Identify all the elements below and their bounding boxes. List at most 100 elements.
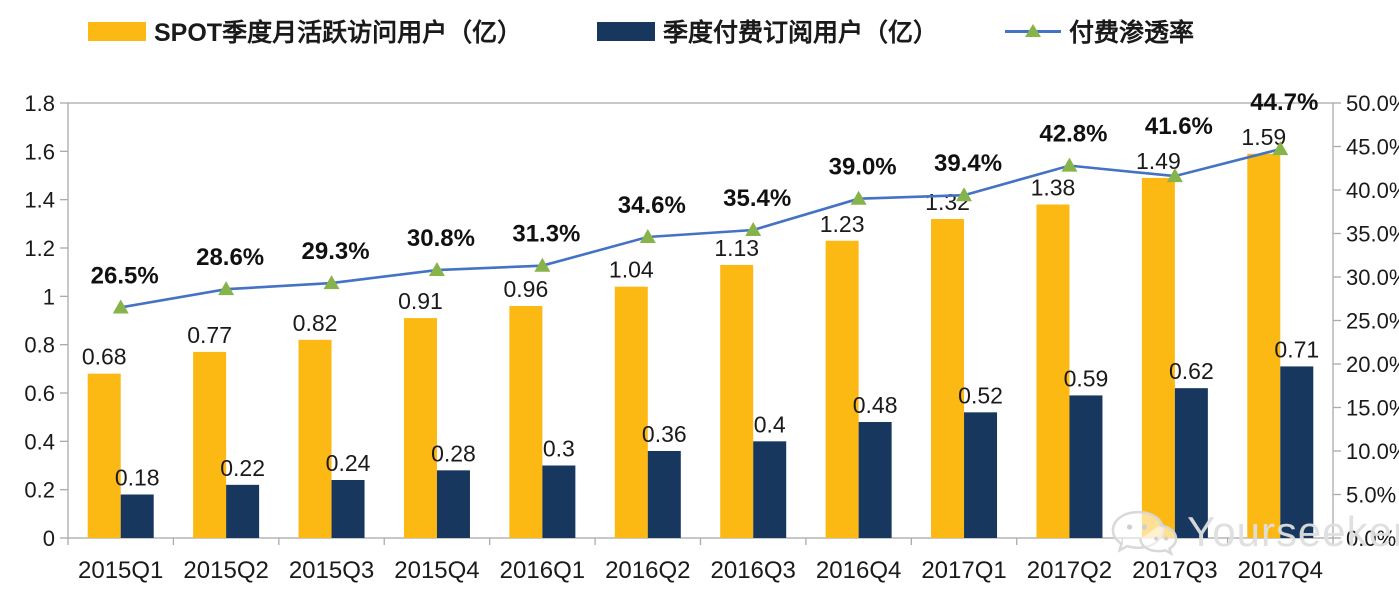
mau-bar [298, 339, 332, 538]
triangle-marker-icon [956, 187, 973, 202]
svg-text:1: 1 [43, 284, 55, 309]
legend-label-penetration: 付费渗透率 [1069, 19, 1195, 47]
legend-triangle-marker-icon [1025, 23, 1041, 37]
svg-text:42.8%: 42.8% [1039, 121, 1107, 148]
x-axis-labels: 2015Q1 2015Q2 2015Q3 2015Q4 2016Q1 2016Q2 2016… [78, 557, 1323, 584]
triangle-marker-icon [745, 222, 762, 237]
left-axis: 0 0.2 0.4 0.6 0.8 1 1.2 1.4 1.6 1.8 [24, 91, 68, 551]
svg-text:2015Q2: 2015Q2 [183, 557, 268, 584]
svg-text:45.0%: 45.0% [1346, 135, 1399, 160]
svg-text:1.23: 1.23 [820, 211, 865, 237]
svg-text:0.68: 0.68 [82, 344, 127, 370]
x-axis-ticks [67, 538, 1334, 545]
paid-bar [542, 465, 576, 538]
svg-text:0.4: 0.4 [754, 411, 786, 437]
mau-bar [87, 373, 121, 538]
mau-bar [509, 306, 543, 538]
svg-text:0.82: 0.82 [293, 310, 338, 336]
svg-text:1.8: 1.8 [24, 91, 55, 116]
svg-text:5.0%: 5.0% [1346, 483, 1396, 508]
svg-text:2016Q1: 2016Q1 [500, 557, 585, 584]
svg-text:0.28: 0.28 [431, 440, 476, 466]
svg-text:34.6%: 34.6% [618, 192, 686, 219]
mau-bar [1141, 177, 1175, 538]
svg-text:0.59: 0.59 [1064, 365, 1109, 391]
svg-text:26.5%: 26.5% [91, 262, 159, 289]
svg-text:2017Q3: 2017Q3 [1132, 557, 1217, 584]
svg-text:0.8: 0.8 [24, 333, 55, 358]
paid-bar [753, 441, 787, 538]
svg-text:39.4%: 39.4% [934, 150, 1002, 177]
triangle-marker-icon [534, 257, 551, 272]
mau-bar [825, 240, 859, 538]
svg-text:35.4%: 35.4% [723, 185, 791, 212]
svg-text:0.71: 0.71 [1274, 336, 1319, 362]
legend-label-mau: SPOT季度月活跃访问用户（亿） [154, 19, 523, 47]
triangle-marker-icon [112, 299, 129, 314]
mau-bar [403, 318, 437, 538]
legend-item-paid: 季度付费订阅用户（亿） [597, 14, 938, 48]
svg-text:0.0%: 0.0% [1346, 526, 1396, 551]
paid-bar [858, 422, 892, 538]
paid-bar [226, 484, 260, 538]
paid-bar [647, 451, 681, 538]
svg-text:2015Q4: 2015Q4 [394, 557, 479, 584]
triangle-marker-icon [850, 190, 867, 205]
paid-bar [1174, 388, 1208, 538]
paid-bar [1280, 366, 1314, 538]
svg-text:2015Q3: 2015Q3 [289, 557, 374, 584]
paid-bar [1069, 395, 1103, 538]
legend-item-mau: SPOT季度月活跃访问用户（亿） [88, 14, 522, 48]
right-axis: 0.0% 5.0% 10.0% 15.0% 20.0% 25.0% 30.0% 35.0% 40… [1333, 91, 1399, 551]
triangle-marker-icon [218, 281, 235, 296]
svg-text:20.0%: 20.0% [1346, 352, 1399, 377]
svg-text:1.38: 1.38 [1031, 175, 1076, 201]
svg-text:0: 0 [43, 526, 55, 551]
svg-text:44.7%: 44.7% [1250, 89, 1318, 116]
svg-text:31.3%: 31.3% [512, 221, 580, 248]
svg-text:0.6: 0.6 [24, 381, 55, 406]
legend-label-paid: 季度付费订阅用户（亿） [663, 19, 939, 47]
penetration-line [120, 147, 1281, 309]
bars-paid [120, 366, 1314, 538]
paid-bar [964, 412, 998, 538]
svg-text:10.0%: 10.0% [1346, 439, 1399, 464]
svg-text:0.48: 0.48 [853, 392, 898, 418]
svg-text:28.6%: 28.6% [196, 244, 264, 271]
svg-text:2017Q4: 2017Q4 [1238, 557, 1323, 584]
svg-text:29.3%: 29.3% [302, 238, 370, 265]
legend-swatch-penetration-line [1005, 22, 1061, 41]
svg-text:30.8%: 30.8% [407, 225, 475, 252]
svg-text:15.0%: 15.0% [1346, 396, 1399, 421]
svg-text:1.04: 1.04 [609, 257, 654, 283]
svg-text:1.4: 1.4 [24, 188, 55, 213]
svg-text:0.62: 0.62 [1169, 358, 1214, 384]
svg-text:39.0%: 39.0% [829, 154, 897, 181]
penetration-markers [112, 141, 1289, 314]
svg-text:50.0%: 50.0% [1346, 91, 1399, 116]
svg-text:0.2: 0.2 [24, 478, 55, 503]
svg-text:2017Q1: 2017Q1 [921, 557, 1006, 584]
svg-text:2016Q4: 2016Q4 [816, 557, 901, 584]
penetration-labels: 26.5% 28.6% 29.3% 30.8% 31.3% 34.6% 35.4% 39.0%… [91, 89, 1319, 290]
svg-text:0.52: 0.52 [958, 382, 1003, 408]
svg-text:0.24: 0.24 [326, 450, 371, 476]
paid-bar [120, 494, 154, 538]
svg-text:2015Q1: 2015Q1 [78, 557, 163, 584]
svg-text:2016Q2: 2016Q2 [605, 557, 690, 584]
svg-text:0.77: 0.77 [187, 322, 232, 348]
triangle-marker-icon [1272, 141, 1289, 156]
triangle-marker-icon [1166, 168, 1183, 183]
paid-bar [331, 480, 365, 538]
svg-text:0.22: 0.22 [220, 455, 265, 481]
mau-bar [614, 286, 648, 538]
svg-text:0.18: 0.18 [115, 465, 160, 491]
svg-text:1.6: 1.6 [24, 139, 55, 164]
mau-bar [720, 264, 754, 538]
svg-text:41.6%: 41.6% [1145, 113, 1213, 140]
mau-bar [931, 219, 965, 538]
triangle-marker-icon [1061, 157, 1078, 172]
mau-bar [1247, 153, 1281, 538]
